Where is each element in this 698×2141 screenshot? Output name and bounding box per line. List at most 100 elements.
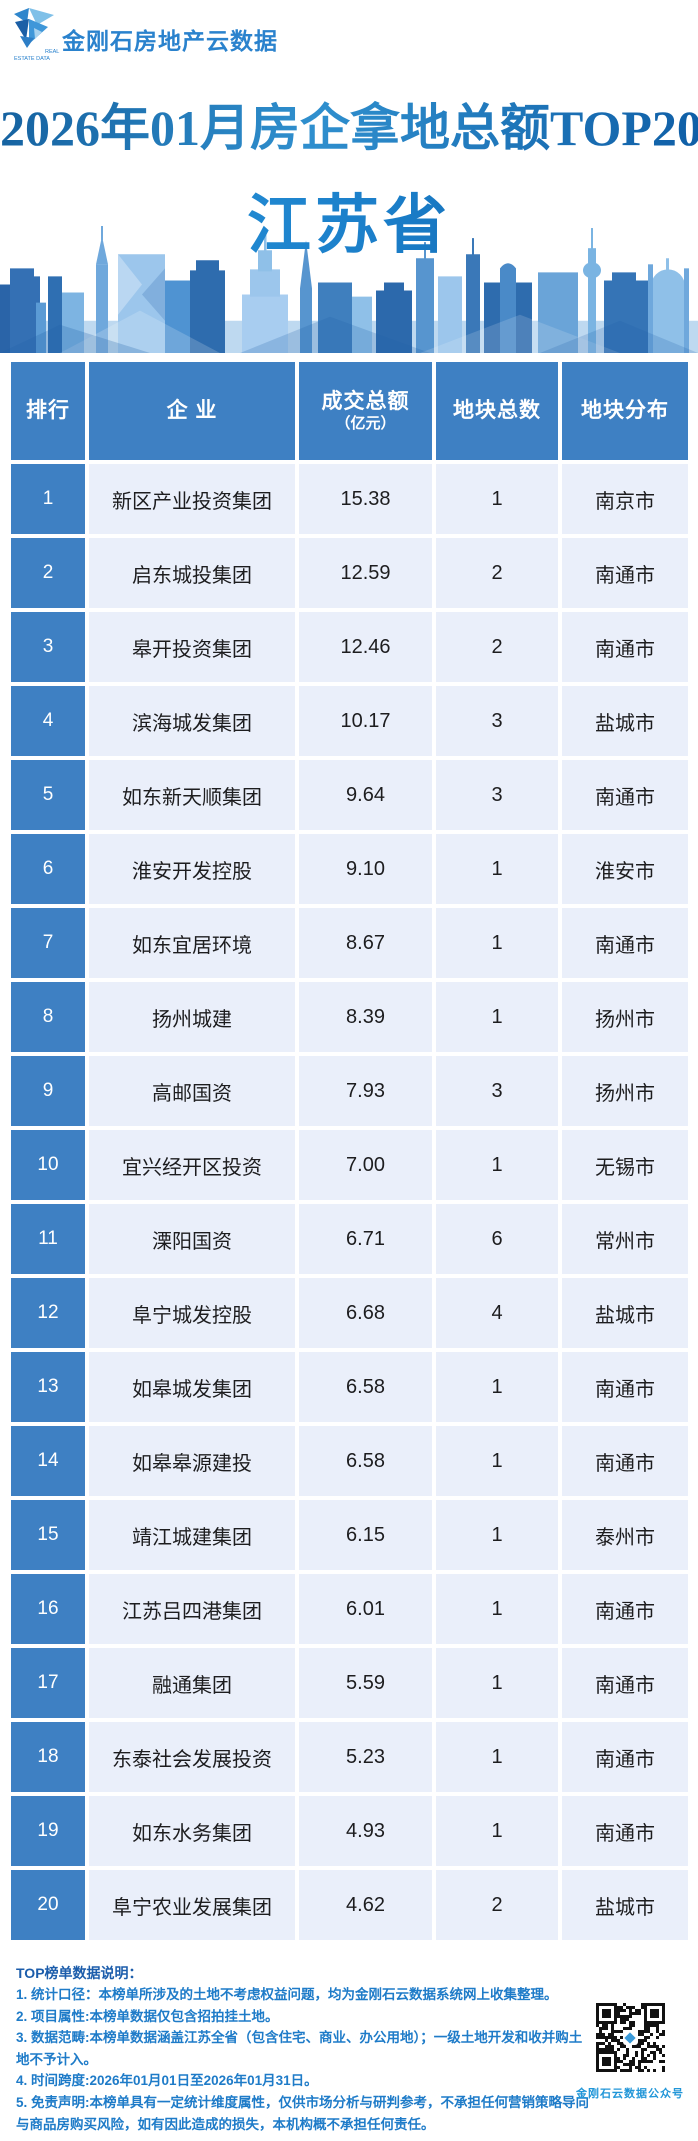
- plots-cell: 2: [436, 538, 558, 608]
- company-cell: 溧阳国资: [89, 1204, 295, 1274]
- rank-cell: 6: [11, 834, 85, 904]
- qr-code: [595, 2003, 665, 2072]
- city-cell: 南通市: [562, 1574, 688, 1644]
- col-header-distribution-label: 地块分布: [581, 398, 669, 422]
- company-cell: 如东宜居环境: [89, 908, 295, 978]
- plots-cell: 1: [436, 464, 558, 534]
- rank-cell: 11: [11, 1204, 85, 1274]
- city-skyline-graphic: [0, 226, 698, 353]
- city-cell: 扬州市: [562, 982, 688, 1052]
- col-header-rank-label: 排行: [26, 398, 70, 422]
- plots-cell: 1: [436, 834, 558, 904]
- rank-cell: 8: [11, 982, 85, 1052]
- amount-cell: 6.58: [299, 1352, 432, 1422]
- ranking-table: 排行 企 业 成交总额 （亿元） 地块总数 地块分布 1 新区产业投资集团 15.3…: [11, 362, 688, 1940]
- rank-cell: 20: [11, 1870, 85, 1940]
- company-cell: 江苏吕四港集团: [89, 1574, 295, 1644]
- col-header-company-label: 企 业: [166, 398, 218, 422]
- amount-cell: 4.62: [299, 1870, 432, 1940]
- rank-cell: 5: [11, 760, 85, 830]
- amount-cell: 7.00: [299, 1130, 432, 1200]
- city-cell: 南通市: [562, 612, 688, 682]
- amount-cell: 6.15: [299, 1500, 432, 1570]
- city-cell: 南通市: [562, 1722, 688, 1792]
- company-cell: 如东新天顺集团: [89, 760, 295, 830]
- plots-cell: 1: [436, 1500, 558, 1570]
- company-cell: 如东水务集团: [89, 1796, 295, 1866]
- plots-cell: 6: [436, 1204, 558, 1274]
- rank-cell: 16: [11, 1574, 85, 1644]
- col-header-amount: 成交总额 （亿元）: [299, 362, 432, 460]
- city-cell: 南通市: [562, 1426, 688, 1496]
- amount-cell: 9.10: [299, 834, 432, 904]
- amount-cell: 10.17: [299, 686, 432, 756]
- brand-logo-icon: REAL ESTATE DATA: [14, 8, 59, 62]
- city-cell: 南通市: [562, 1352, 688, 1422]
- city-cell: 南通市: [562, 760, 688, 830]
- amount-cell: 6.58: [299, 1426, 432, 1496]
- footnote-item: 2. 项目属性:本榜单数据仅包含招拍挂土地。: [16, 2008, 279, 2024]
- rank-cell: 19: [11, 1796, 85, 1866]
- amount-cell: 9.64: [299, 760, 432, 830]
- company-cell: 高邮国资: [89, 1056, 295, 1126]
- company-cell: 阜宁城发控股: [89, 1278, 295, 1348]
- footnote-item: 4. 时间跨度:2026年01月01日至2026年01月31日。: [16, 2073, 318, 2089]
- rank-cell: 14: [11, 1426, 85, 1496]
- city-cell: 淮安市: [562, 834, 688, 904]
- amount-cell: 6.68: [299, 1278, 432, 1348]
- rank-cell: 4: [11, 686, 85, 756]
- city-cell: 泰州市: [562, 1500, 688, 1570]
- company-cell: 淮安开发控股: [89, 834, 295, 904]
- plots-cell: 1: [436, 1352, 558, 1422]
- amount-cell: 8.39: [299, 982, 432, 1052]
- city-cell: 南通市: [562, 908, 688, 978]
- footnotes-heading: TOP榜单数据说明：: [16, 1965, 143, 1981]
- plots-cell: 3: [436, 686, 558, 756]
- plots-cell: 4: [436, 1278, 558, 1348]
- footnote-item: 3. 数据范畴:本榜单数据涵盖江苏全省（包含住宅、商业、办公用地）；一级土地开发…: [16, 2030, 583, 2067]
- qr-center-logo-icon: [622, 2030, 638, 2045]
- city-cell: 南通市: [562, 1796, 688, 1866]
- company-cell: 新区产业投资集团: [89, 464, 295, 534]
- rank-cell: 3: [11, 612, 85, 682]
- page-title: 2026年01月房企拿地总额TOP20: [0, 88, 698, 160]
- company-cell: 宜兴经开区投资: [89, 1130, 295, 1200]
- col-header-distribution: 地块分布: [562, 362, 688, 460]
- rank-cell: 1: [11, 464, 85, 534]
- qr-caption: 金刚石云数据公众号: [576, 2088, 684, 2100]
- amount-cell: 12.59: [299, 538, 432, 608]
- plots-cell: 1: [436, 1574, 558, 1644]
- plots-cell: 2: [436, 1870, 558, 1940]
- amount-cell: 7.93: [299, 1056, 432, 1126]
- plots-cell: 1: [436, 1426, 558, 1496]
- qr-block: 金刚石云数据公众号: [566, 2003, 694, 2101]
- city-cell: 南京市: [562, 464, 688, 534]
- company-cell: 如皋皋源建投: [89, 1426, 295, 1496]
- amount-cell: 15.38: [299, 464, 432, 534]
- rank-cell: 9: [11, 1056, 85, 1126]
- rank-cell: 15: [11, 1500, 85, 1570]
- amount-cell: 6.01: [299, 1574, 432, 1644]
- company-cell: 扬州城建: [89, 982, 295, 1052]
- logo-sub-real: REAL: [45, 49, 59, 55]
- plots-cell: 1: [436, 908, 558, 978]
- amount-cell: 6.71: [299, 1204, 432, 1274]
- amount-cell: 12.46: [299, 612, 432, 682]
- brand-name: 金刚石房地产云数据: [62, 28, 278, 54]
- plots-cell: 1: [436, 1648, 558, 1718]
- plots-cell: 1: [436, 1722, 558, 1792]
- footnotes: TOP榜单数据说明： 1. 统计口径：本榜单所涉及的土地不考虑权益问题，均为金刚…: [16, 1962, 594, 2135]
- amount-cell: 5.23: [299, 1722, 432, 1792]
- company-cell: 皋开投资集团: [89, 612, 295, 682]
- company-cell: 如皋城发集团: [89, 1352, 295, 1422]
- company-cell: 启东城投集团: [89, 538, 295, 608]
- rank-cell: 7: [11, 908, 85, 978]
- footnote-item: 1. 统计口径：本榜单所涉及的土地不考虑权益问题，均为金刚石云数据系统网上收集整…: [16, 1987, 558, 2002]
- city-cell: 盐城市: [562, 686, 688, 756]
- city-cell: 盐城市: [562, 1870, 688, 1940]
- plots-cell: 1: [436, 1130, 558, 1200]
- plots-cell: 3: [436, 760, 558, 830]
- city-cell: 南通市: [562, 1648, 688, 1718]
- rank-cell: 13: [11, 1352, 85, 1422]
- plots-cell: 2: [436, 612, 558, 682]
